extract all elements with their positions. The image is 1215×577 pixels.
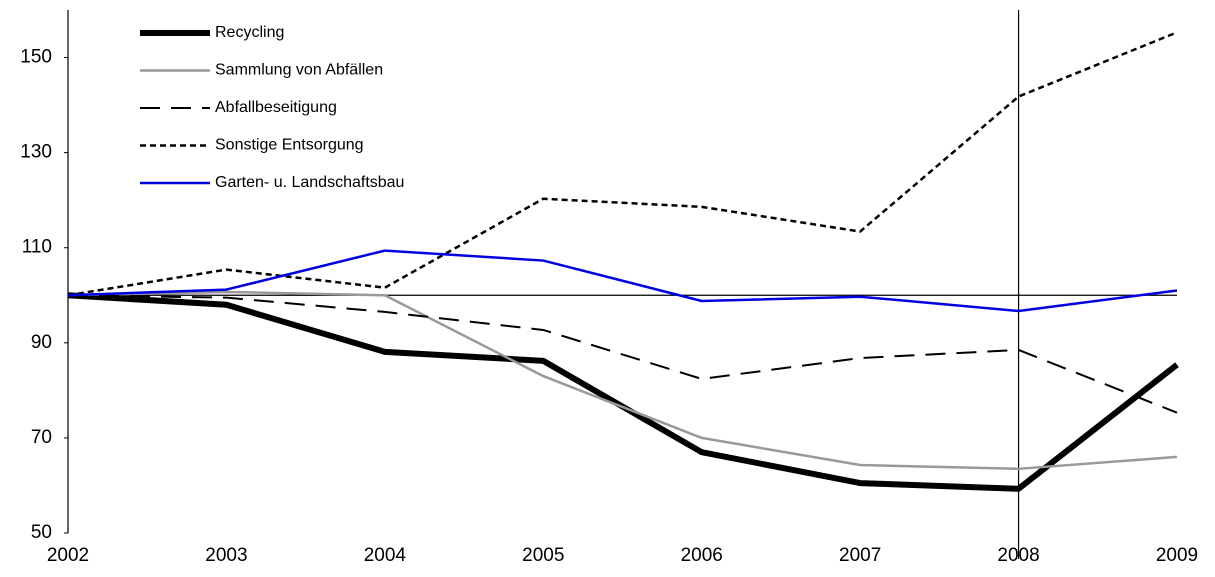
x-tick-label: 2005 xyxy=(522,545,564,566)
y-tick-label: 130 xyxy=(20,142,52,163)
legend-label: Abfallbeseitigung xyxy=(215,99,337,116)
legend-label: Sammlung von Abfällen xyxy=(215,62,383,79)
series-line xyxy=(67,292,1179,492)
x-tick-label: 2003 xyxy=(205,545,247,566)
y-tick-label: 110 xyxy=(22,237,52,258)
legend-label: Garten- u. Landschaftsbau xyxy=(215,174,404,191)
legend-label: Recycling xyxy=(215,24,284,41)
x-tick-label: 2007 xyxy=(839,545,881,566)
y-tick-label: 50 xyxy=(31,522,52,543)
y-tick-label: 70 xyxy=(31,427,52,448)
x-tick-label: 2004 xyxy=(364,545,407,566)
y-tick-label: 150 xyxy=(20,47,52,68)
series-line xyxy=(67,31,1178,297)
x-tick-label: 2002 xyxy=(47,545,89,566)
series-line xyxy=(67,249,1178,313)
legend-label: Sonstige Entsorgung xyxy=(215,137,364,154)
x-tick-label: 2006 xyxy=(681,545,723,566)
x-tick-label: 2009 xyxy=(1156,545,1198,566)
series-line xyxy=(67,290,1178,471)
series-line xyxy=(67,294,1178,414)
y-tick-label: 90 xyxy=(31,332,52,353)
